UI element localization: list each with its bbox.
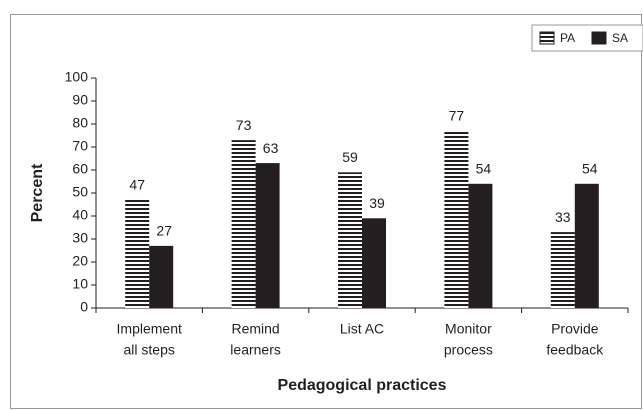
y-tick-label: 90 — [72, 92, 88, 108]
bar — [362, 218, 386, 308]
x-tick-label: Monitor — [445, 321, 492, 337]
bar — [125, 199, 150, 308]
y-tick-label: 100 — [65, 69, 89, 85]
x-tick-label: process — [444, 342, 493, 358]
data-label: 39 — [369, 195, 385, 211]
x-tick-label: Provide — [551, 321, 599, 337]
legend-swatch — [591, 31, 607, 45]
data-label: 73 — [236, 117, 252, 133]
bar — [231, 140, 256, 308]
bar — [149, 245, 174, 308]
bar — [338, 172, 362, 308]
x-tick-label: List AC — [340, 321, 384, 337]
data-label: 59 — [342, 149, 358, 165]
legend-label: PA — [560, 31, 575, 45]
x-tick-label: learners — [230, 342, 281, 358]
y-tick-label: 10 — [72, 276, 88, 292]
data-label: 47 — [129, 177, 145, 193]
y-axis-label: Percent — [29, 163, 46, 222]
data-label: 33 — [555, 209, 571, 225]
bar — [468, 183, 493, 308]
y-tick-label: 70 — [72, 138, 88, 154]
bar — [255, 163, 280, 308]
data-label: 27 — [156, 223, 172, 239]
bar — [550, 232, 575, 308]
y-tick-label: 20 — [72, 253, 88, 269]
bar — [574, 183, 599, 308]
legend-label: SA — [612, 31, 628, 45]
data-label: 63 — [263, 140, 279, 156]
y-tick-label: 30 — [72, 230, 88, 246]
y-tick-label: 50 — [72, 184, 88, 200]
bar — [444, 130, 469, 308]
data-label: 77 — [449, 108, 465, 124]
legend-swatch — [539, 31, 555, 45]
frame — [10, 14, 642, 409]
x-tick-label: Remind — [231, 321, 279, 337]
y-tick-label: 60 — [72, 161, 88, 177]
x-tick-label: Implement — [117, 321, 182, 337]
y-tick-label: 40 — [72, 207, 88, 223]
x-tick-label: feedback — [546, 342, 604, 358]
y-tick-label: 0 — [80, 299, 88, 315]
data-label: 54 — [476, 161, 492, 177]
y-tick-label: 80 — [72, 115, 88, 131]
x-tick-label: all steps — [124, 342, 175, 358]
data-label: 54 — [582, 161, 598, 177]
x-axis-label: Pedagogical practices — [278, 377, 447, 394]
